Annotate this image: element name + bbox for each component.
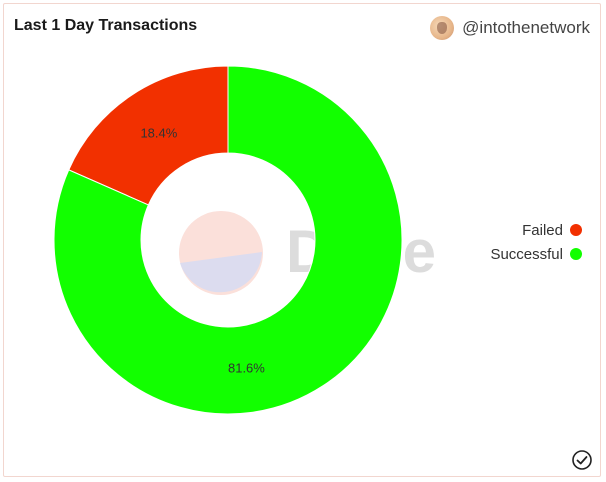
legend-swatch xyxy=(570,248,582,260)
legend-item-failed[interactable]: Failed xyxy=(490,218,582,242)
slice-successful[interactable] xyxy=(53,65,403,415)
slice-failed[interactable] xyxy=(68,65,229,206)
legend-item-successful[interactable]: Successful xyxy=(490,242,582,266)
check-circle-icon[interactable] xyxy=(572,450,592,470)
chart-title: Last 1 Day Transactions xyxy=(14,17,198,34)
legend-label: Failed xyxy=(522,221,563,239)
slice-label-successful: 81.6% xyxy=(228,361,265,376)
slice-label-failed: 18.4% xyxy=(140,125,177,140)
legend-swatch xyxy=(570,224,582,236)
author-link[interactable]: @intothenetwork xyxy=(430,16,590,40)
chart-legend: Failed Successful xyxy=(490,218,582,266)
legend-label: Successful xyxy=(490,245,563,263)
avatar-icon xyxy=(430,16,455,40)
author-name: @intothenetwork xyxy=(462,18,590,37)
